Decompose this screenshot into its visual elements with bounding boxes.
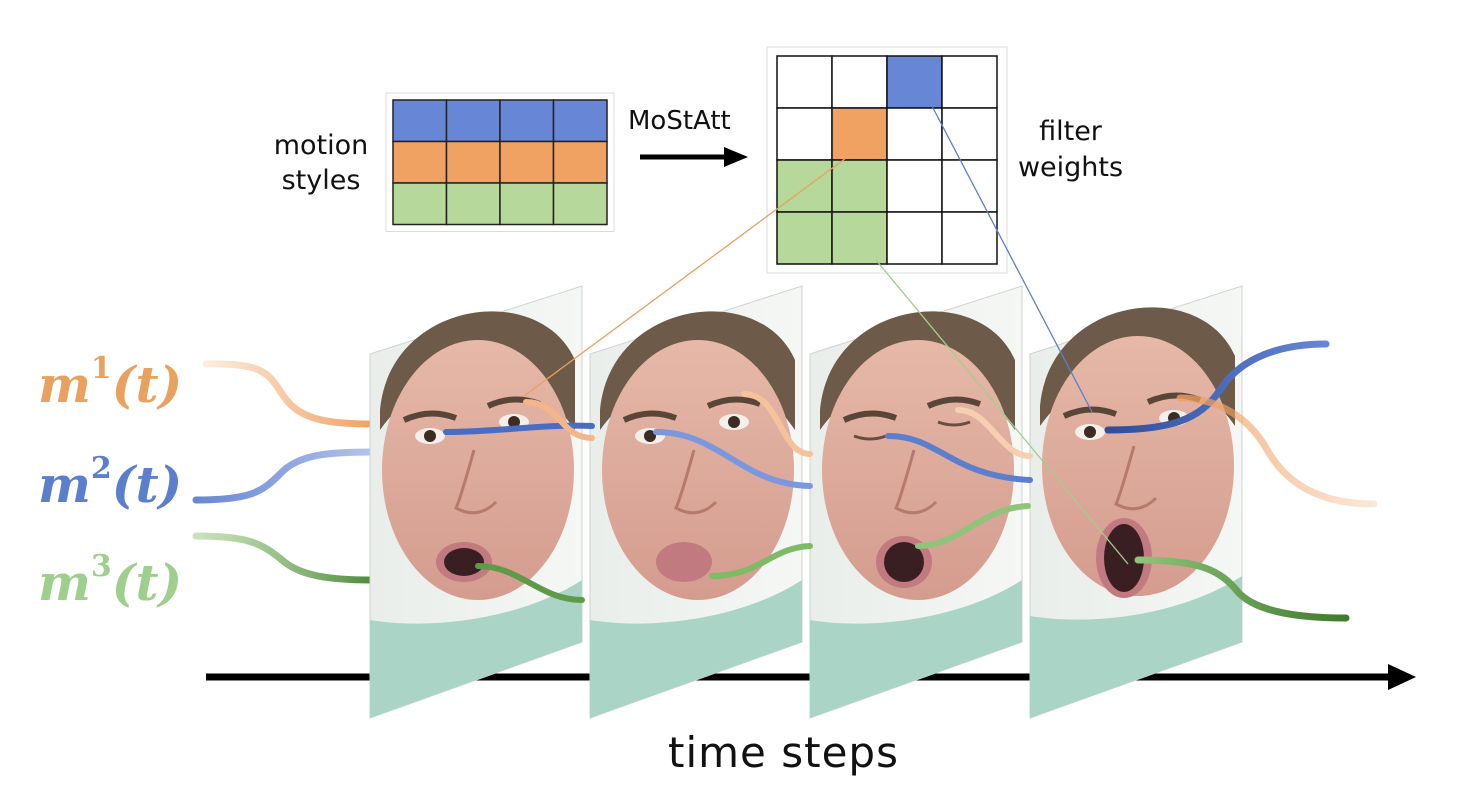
filter-grid-cell (776, 55, 833, 109)
filter-grid-cell (886, 55, 943, 109)
signal-segment (443, 422, 595, 435)
signal-segment (475, 563, 585, 603)
motion-grid-cell (552, 182, 608, 226)
frame-2 (589, 285, 803, 719)
motion-grid-cell (499, 140, 555, 184)
filter-grid-cell (886, 107, 943, 161)
motion-styles-label-line2: styles (281, 165, 361, 196)
signal-segment (709, 543, 813, 579)
motion-grid-cell (552, 99, 608, 143)
motion-styles-label-line1: motion (273, 130, 369, 161)
motion-grid-cell (445, 182, 501, 226)
filter-grid-cell (941, 211, 998, 265)
attention-connector-lines (523, 105, 1129, 565)
green-connector (875, 259, 1129, 565)
orange-connector (523, 157, 847, 397)
filter-grid-cell (776, 211, 833, 265)
m3-output-curve (1134, 556, 1350, 622)
time-steps-label: time steps (668, 728, 899, 777)
filter-grid-cell (831, 159, 888, 213)
frame-1 (369, 285, 583, 719)
motion-grid-cell (445, 140, 501, 184)
video-frames (369, 285, 1243, 719)
blue-connector (931, 105, 1093, 413)
m2-input-curve (192, 448, 376, 504)
filter-weights-label-line2: weights (1017, 152, 1124, 183)
signal-segment (523, 399, 595, 441)
motion-grid-cell (499, 99, 555, 143)
motion-grid-cell (445, 99, 501, 143)
motion-grid-cell (552, 140, 608, 184)
signal-segment (885, 433, 1033, 483)
motion-grid-cell (392, 140, 448, 184)
m3-input-curve (192, 532, 376, 584)
m1-input-curve (202, 360, 376, 428)
filter-weights-grid (766, 46, 1008, 274)
filter-grid-cell (941, 107, 998, 161)
frame-signal-segments (443, 391, 1033, 603)
filter-grid-cell (941, 159, 998, 213)
filter-grid-cell (886, 211, 943, 265)
filter-grid-cell (831, 107, 888, 161)
output-signal-curves (1104, 340, 1378, 622)
signal-segment (955, 407, 1033, 459)
filter-grid-cell (831, 211, 888, 265)
filter-grid-cell (831, 55, 888, 109)
frame-3 (809, 285, 1023, 719)
filter-grid-cell (776, 107, 833, 161)
signal-segment (915, 503, 1031, 549)
motion-styles-label: motion styles (262, 128, 380, 198)
signal-segment (653, 429, 813, 489)
filter-grid-cell (941, 55, 998, 109)
mostatt-arrow (640, 147, 748, 167)
motion-grid-cell (392, 182, 448, 226)
motion-grid-cell (499, 182, 555, 226)
motion-grid-cell (392, 99, 448, 143)
signal-segment (741, 391, 813, 457)
input-signal-curves (192, 360, 376, 584)
filter-weights-label: filter weights (1008, 114, 1133, 186)
mostatt-label: MoStAtt (628, 106, 731, 136)
signal-label-m1: m1(t) (38, 351, 183, 414)
filter-grid-cell (886, 159, 943, 213)
motion-styles-grid (385, 92, 615, 232)
frame-4 (1029, 285, 1243, 719)
filter-grid-cell (776, 159, 833, 213)
signal-label-m3: m3(t) (38, 549, 183, 612)
m2-output-curve (1104, 340, 1330, 434)
m1-output-curve (1176, 394, 1378, 508)
filter-weights-label-line1: filter (1039, 116, 1102, 147)
signal-label-m2: m2(t) (38, 451, 183, 514)
